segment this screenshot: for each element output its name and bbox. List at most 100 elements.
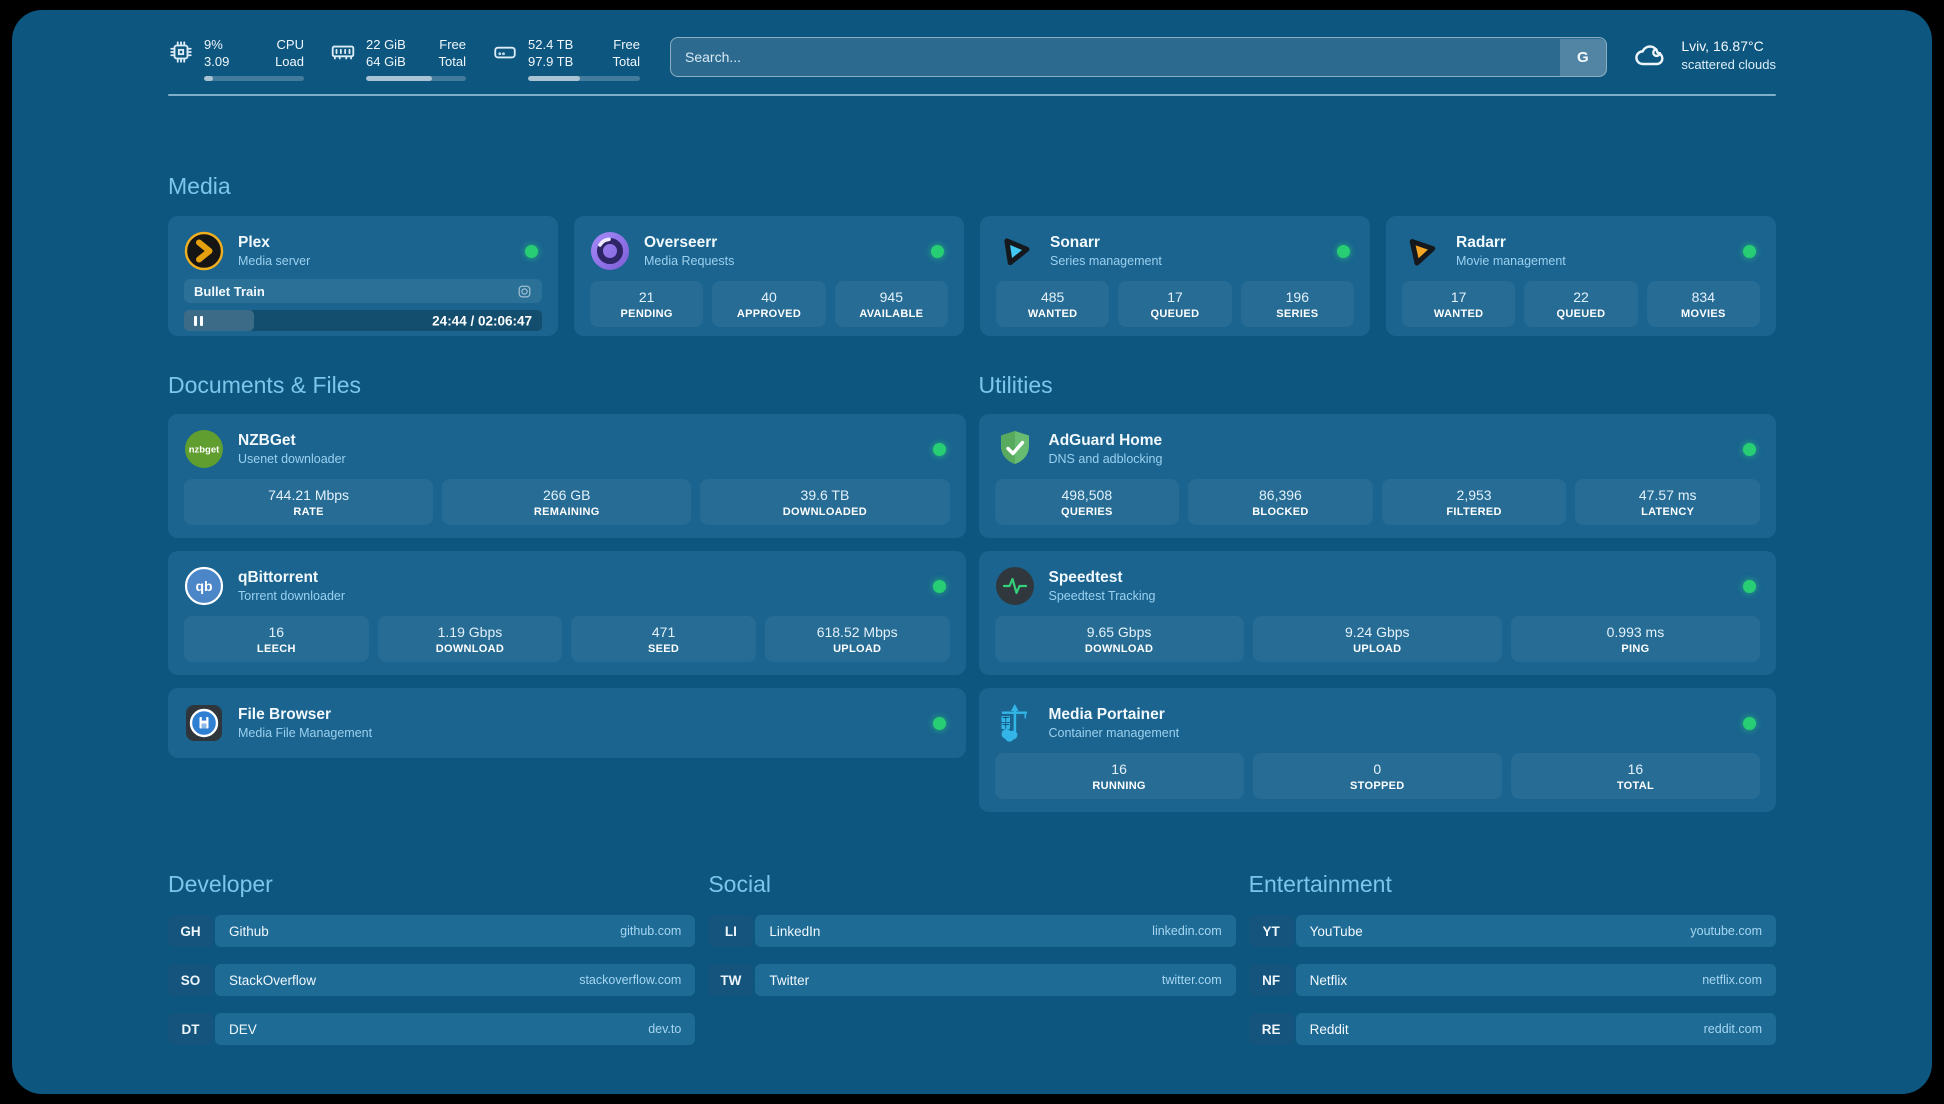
stat-value: 498,508 — [1061, 486, 1113, 503]
stat-value: 39.6 TB — [800, 486, 850, 503]
service-subtitle: Usenet downloader — [238, 452, 346, 466]
section-heading-developer: Developer — [168, 871, 273, 897]
status-dot — [932, 716, 946, 730]
service-card-portainer[interactable]: Media Portainer Container management 16 … — [978, 688, 1776, 812]
stat-value: 266 GB — [543, 486, 591, 503]
stat-tile: 86,396 BLOCKED — [1188, 479, 1373, 525]
pause-icon[interactable] — [194, 315, 203, 326]
adguard-icon — [995, 429, 1035, 469]
stat-value: 485 — [1040, 288, 1065, 305]
stat-label: QUEUED — [1150, 307, 1200, 320]
stat-value: 16 — [1111, 760, 1127, 777]
status-dot — [1743, 579, 1756, 593]
section-heading-utilities: Utilities — [978, 372, 1053, 398]
playback-time: 24:44 / 02:06:47 — [432, 313, 532, 328]
bookmark-stackoverflow[interactable]: SO StackOverflow stackoverflow.com — [168, 964, 696, 996]
header-divider — [168, 94, 1776, 96]
disk-free: 52.4 TB — [528, 37, 574, 52]
bookmark-name: Netflix — [1309, 972, 1348, 988]
bookmark-group-social: Social LI LinkedIn linkedin.com TW Twitte… — [708, 868, 1236, 1045]
service-card-plex[interactable]: Plex Media server Bullet Train 24:44 / 0… — [168, 216, 558, 336]
status-dot — [1743, 716, 1756, 730]
utilities-column: Utilities AdGuard Home DNS and adblockin… — [978, 369, 1776, 812]
cpu-load: 3.09 — [204, 54, 230, 69]
bookmark-dev[interactable]: DT DEV dev.to — [168, 1013, 696, 1045]
cpu-progress — [204, 76, 304, 81]
speedtest-icon — [995, 566, 1035, 606]
bookmark-abbr: SO — [168, 964, 213, 996]
cloud-icon — [1633, 37, 1669, 78]
service-card-overseerr[interactable]: Overseerr Media Requests 21 PENDING 40 A… — [574, 216, 964, 336]
search-input[interactable] — [670, 37, 1608, 77]
service-card-nzbget[interactable]: nzbget NZBGet Usenet downloader 744.21 M… — [168, 414, 966, 538]
bookmark-url: dev.to — [648, 1022, 682, 1036]
service-card-speedtest[interactable]: Speedtest Speedtest Tracking 9.65 Gbps D… — [978, 551, 1776, 675]
stat-label: MOVIES — [1681, 307, 1726, 320]
bookmark-name: LinkedIn — [769, 923, 821, 939]
stat-label: REMAINING — [533, 505, 600, 518]
stat-label: LATENCY — [1641, 505, 1695, 518]
disk-total: 97.9 TB — [528, 54, 574, 69]
stat-tile: 40 APPROVED — [712, 281, 826, 327]
stat-label: APPROVED — [736, 307, 802, 320]
cpu-usage: 9% — [204, 37, 223, 52]
stat-value: 21 — [638, 288, 655, 305]
bookmark-twitter[interactable]: TW Twitter twitter.com — [708, 964, 1236, 996]
stat-value: 0.993 ms — [1606, 623, 1665, 640]
bookmark-youtube[interactable]: YT YouTube youtube.com — [1248, 915, 1776, 947]
weather-condition: scattered clouds — [1681, 57, 1776, 72]
bookmark-github[interactable]: GH Github github.com — [168, 915, 696, 947]
service-title: Plex — [238, 234, 270, 251]
service-card-sonarr[interactable]: Sonarr Series management 485 WANTED 17 Q… — [980, 216, 1370, 336]
stat-value: 22 — [1573, 288, 1589, 305]
bookmark-netflix[interactable]: NF Netflix netflix.com — [1248, 964, 1776, 996]
disk-icon — [492, 39, 518, 81]
stat-tile: 945 AVAILABLE — [834, 281, 948, 327]
qbittorrent-icon: qb — [184, 566, 224, 606]
stat-tile: 16 TOTAL — [1510, 753, 1761, 799]
bookmark-linkedin[interactable]: LI LinkedIn linkedin.com — [708, 915, 1236, 947]
stat-label: DOWNLOAD — [435, 642, 505, 655]
stat-tile: 834 MOVIES — [1646, 281, 1760, 327]
service-subtitle: Media Requests — [644, 254, 735, 268]
disk-total-label: Total — [612, 54, 640, 69]
service-title: Radarr — [1456, 234, 1506, 251]
service-card-radarr[interactable]: Radarr Movie management 17 WANTED 22 QUE… — [1386, 216, 1776, 336]
bookmark-abbr: NF — [1248, 964, 1294, 996]
stat-label: BLOCKED — [1252, 505, 1309, 518]
disk-progress — [528, 76, 640, 81]
service-card-adguard[interactable]: AdGuard Home DNS and adblocking 498,508 … — [978, 414, 1776, 538]
search-engine-button[interactable]: G — [1559, 38, 1606, 76]
service-title: Media Portainer — [1048, 706, 1165, 723]
ram-total-label: Total — [438, 54, 466, 69]
service-card-filebrowser[interactable]: File Browser Media File Management — [168, 688, 966, 758]
stat-value: 744.21 Mbps — [268, 486, 350, 503]
stat-label: UPLOAD — [1353, 642, 1402, 655]
stat-value: 618.52 Mbps — [816, 623, 898, 640]
playback-progress-bar[interactable]: 24:44 / 02:06:47 — [184, 310, 542, 331]
stat-tile: 0.993 ms PING — [1510, 616, 1761, 662]
stat-value: 196 — [1285, 288, 1309, 305]
stat-value: 17 — [1167, 288, 1183, 305]
stat-label: FILTERED — [1446, 505, 1502, 518]
playback-progress-fill — [184, 310, 254, 331]
stat-label: WANTED — [1027, 307, 1078, 320]
ram-progress — [366, 76, 466, 81]
bookmark-name: Reddit — [1309, 1021, 1349, 1037]
bookmark-group-developer: Developer GH Github github.com SO StackOv… — [168, 868, 696, 1045]
status-dot — [1743, 244, 1756, 258]
service-card-qbittorrent[interactable]: qb qBittorrent Torrent downloader 16 LEE… — [168, 551, 966, 675]
settings-icon[interactable] — [517, 284, 532, 299]
now-playing-row: Bullet Train — [184, 279, 542, 303]
section-heading-entertainment: Entertainment — [1248, 871, 1392, 897]
bookmark-name: DEV — [229, 1021, 257, 1037]
service-title: Overseerr — [644, 234, 718, 251]
stat-value: 2,953 — [1456, 486, 1492, 503]
service-subtitle: Speedtest Tracking — [1048, 589, 1156, 603]
documents-column: Documents & Files nzbget NZBGet Usenet d… — [168, 369, 966, 812]
nzbget-icon: nzbget — [184, 429, 224, 469]
overseerr-icon — [590, 231, 630, 271]
stat-label: LEECH — [256, 642, 296, 655]
bookmark-reddit[interactable]: RE Reddit reddit.com — [1248, 1013, 1776, 1045]
media-card-row: Plex Media server Bullet Train 24:44 / 0… — [168, 216, 1776, 336]
